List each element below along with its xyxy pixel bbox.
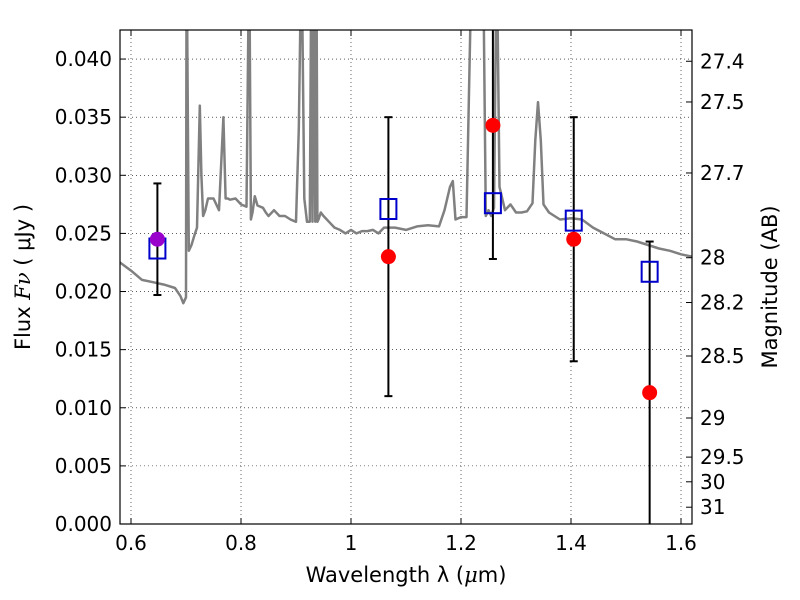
y2-tick-label: 28.5 bbox=[700, 344, 745, 368]
y-tick-label: 0.030 bbox=[55, 163, 112, 187]
observed-flux-point bbox=[566, 231, 582, 247]
x-axis-label: Wavelength λ (μm) bbox=[306, 563, 507, 587]
model-spectrum-line bbox=[120, 30, 692, 305]
y2-tick-label: 31 bbox=[700, 495, 725, 519]
observed-flux-point bbox=[380, 249, 396, 265]
y-tick-label: 0.020 bbox=[55, 280, 112, 304]
x-tick-label: 0.6 bbox=[115, 531, 147, 555]
observed-flux-point bbox=[485, 117, 501, 133]
y2-tick-label: 29 bbox=[700, 406, 725, 430]
y-axis-label: Flux Fν ( μJy ) bbox=[11, 204, 35, 350]
y-tick-label: 0.000 bbox=[55, 512, 112, 536]
y2-tick-label: 27.4 bbox=[700, 49, 745, 73]
y-tick-label: 0.025 bbox=[55, 221, 112, 245]
y2-tick-label: 27.7 bbox=[700, 161, 745, 185]
plot-frame bbox=[119, 29, 693, 525]
y2-tick-label: 30 bbox=[700, 470, 725, 494]
y-tick-label: 0.040 bbox=[55, 47, 112, 71]
y2-tick-label: 28 bbox=[700, 246, 725, 270]
y2-tick-label: 29.5 bbox=[700, 445, 745, 469]
observed-flux-point bbox=[642, 385, 658, 401]
y-tick-label: 0.035 bbox=[55, 105, 112, 129]
y-tick-label: 0.005 bbox=[55, 454, 112, 478]
axes: 0.6 0.8 1 1.2 1.4 1.6 0.000 0.005 0.010 0.015 0.02… bbox=[55, 30, 745, 555]
model-photometry-point bbox=[564, 209, 583, 232]
x-tick-label: 1.6 bbox=[665, 531, 697, 555]
x-tick-label: 1 bbox=[345, 531, 358, 555]
y2-tick-label: 28.2 bbox=[700, 291, 745, 315]
y-tick-label: 0.010 bbox=[55, 396, 112, 420]
model-photometry-point bbox=[483, 192, 502, 215]
model-photometry-point bbox=[640, 260, 659, 283]
x-tick-label: 1.4 bbox=[555, 531, 587, 555]
x-tick-label: 1.2 bbox=[445, 531, 477, 555]
model-photometry-point bbox=[379, 198, 398, 221]
y2-axis-label: Magnitude (AB) bbox=[758, 205, 782, 368]
x-tick-label: 0.8 bbox=[225, 531, 257, 555]
y2-tick-label: 27.5 bbox=[700, 90, 745, 114]
plot-area bbox=[120, 30, 692, 524]
observed-flux-point bbox=[149, 231, 165, 247]
y-tick-label: 0.015 bbox=[55, 338, 112, 362]
